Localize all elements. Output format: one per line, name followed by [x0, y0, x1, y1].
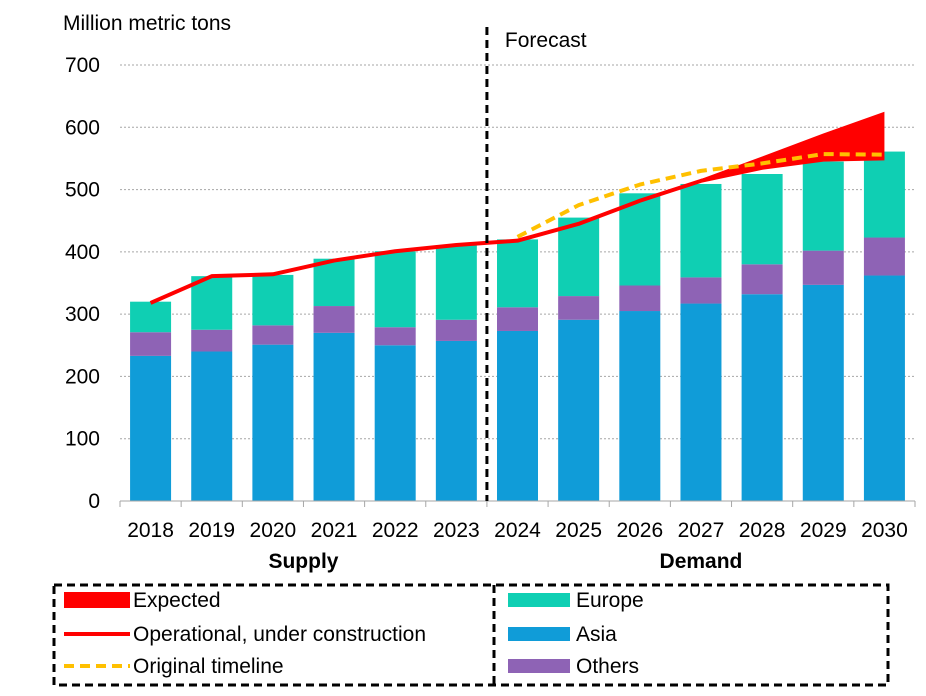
y-axis-title: Million metric tons [63, 12, 231, 35]
y-tick-label: 100 [65, 428, 100, 451]
bar-others [558, 296, 600, 320]
x-tick-label: 2027 [678, 519, 725, 542]
bar-asia [252, 344, 294, 501]
legend-label: Operational, under construction [133, 623, 426, 646]
y-tick-label: 700 [65, 54, 100, 77]
legend-swatch-others [508, 659, 570, 673]
legend: Expected Operational, under construction O… [52, 583, 890, 687]
y-tick-label: 500 [65, 179, 100, 202]
bar-others [252, 325, 294, 345]
x-tick-label: 2021 [311, 519, 358, 542]
bar-asia [863, 275, 905, 501]
legend-swatch-expected [64, 592, 130, 608]
bar-others [435, 319, 477, 341]
operational-line [149, 156, 885, 305]
bar-others [313, 306, 355, 333]
bar-europe [374, 251, 416, 328]
bar-europe [680, 183, 722, 278]
bar-europe [313, 258, 355, 307]
bar-others [374, 327, 416, 346]
bar-asia [558, 319, 600, 501]
bar-asia [374, 345, 416, 501]
x-tick-label: 2022 [372, 519, 419, 542]
bar-asia [802, 284, 844, 501]
bar-others [741, 264, 783, 295]
legend-label: Expected [133, 589, 221, 612]
bar-asia [680, 303, 722, 501]
forecast-label: Forecast [505, 29, 587, 52]
legend-label: Europe [576, 589, 644, 612]
bar-asia [130, 355, 172, 501]
x-tick-label: 2028 [739, 519, 786, 542]
bar-europe [191, 276, 233, 330]
y-tick-label: 600 [65, 116, 100, 139]
y-tick-label: 200 [65, 365, 100, 388]
bar-others [863, 237, 905, 276]
group-label: Demand [660, 550, 743, 573]
bar-asia [313, 332, 355, 501]
bar-others [619, 285, 661, 312]
legend-box [52, 583, 890, 687]
x-tick-label: 2025 [555, 519, 602, 542]
bar-europe [619, 193, 661, 286]
bar-others [680, 277, 722, 304]
bar-europe [741, 174, 783, 265]
bar-europe [863, 151, 905, 238]
x-tick-label: 2029 [800, 519, 847, 542]
y-tick-label: 400 [65, 241, 100, 264]
legend-label: Original timeline [133, 655, 284, 678]
bar-europe [497, 239, 538, 308]
legend-label: Others [576, 655, 639, 678]
x-tick-label: 2019 [188, 519, 235, 542]
group-label: Supply [268, 550, 338, 573]
bar-asia [191, 351, 233, 501]
bar-others [802, 250, 844, 285]
bar-asia [741, 294, 783, 501]
axes: 0 100 200 300 400 500 600 700 2018 2019 2020 2021 20… [65, 54, 916, 573]
bar-others [497, 307, 538, 331]
x-tick-label: 2023 [433, 519, 480, 542]
bar-europe [802, 161, 844, 251]
y-tick-label: 300 [65, 303, 100, 326]
x-tick-label: 2026 [616, 519, 663, 542]
x-tick-label: 2024 [494, 519, 541, 542]
legend-swatch-europe [508, 593, 570, 607]
bar-europe [252, 274, 294, 326]
bar-others [130, 332, 172, 356]
bar-asia [497, 330, 538, 501]
x-tick-label: 2020 [250, 519, 297, 542]
x-tick-label: 2030 [861, 519, 908, 542]
bar-others [191, 329, 233, 352]
bar-europe [435, 245, 477, 320]
bar-asia [619, 311, 661, 501]
expected-band [700, 111, 885, 181]
series-lines [149, 111, 885, 305]
legend-swatch-asia [508, 627, 570, 641]
bar-europe [130, 301, 172, 333]
y-tick-label: 0 [88, 490, 100, 513]
bar-asia [435, 340, 477, 501]
legend-label: Asia [576, 623, 617, 646]
original-timeline-line [516, 152, 885, 239]
bars [130, 151, 905, 501]
bar-europe [558, 217, 600, 297]
x-tick-label: 2018 [127, 519, 174, 542]
